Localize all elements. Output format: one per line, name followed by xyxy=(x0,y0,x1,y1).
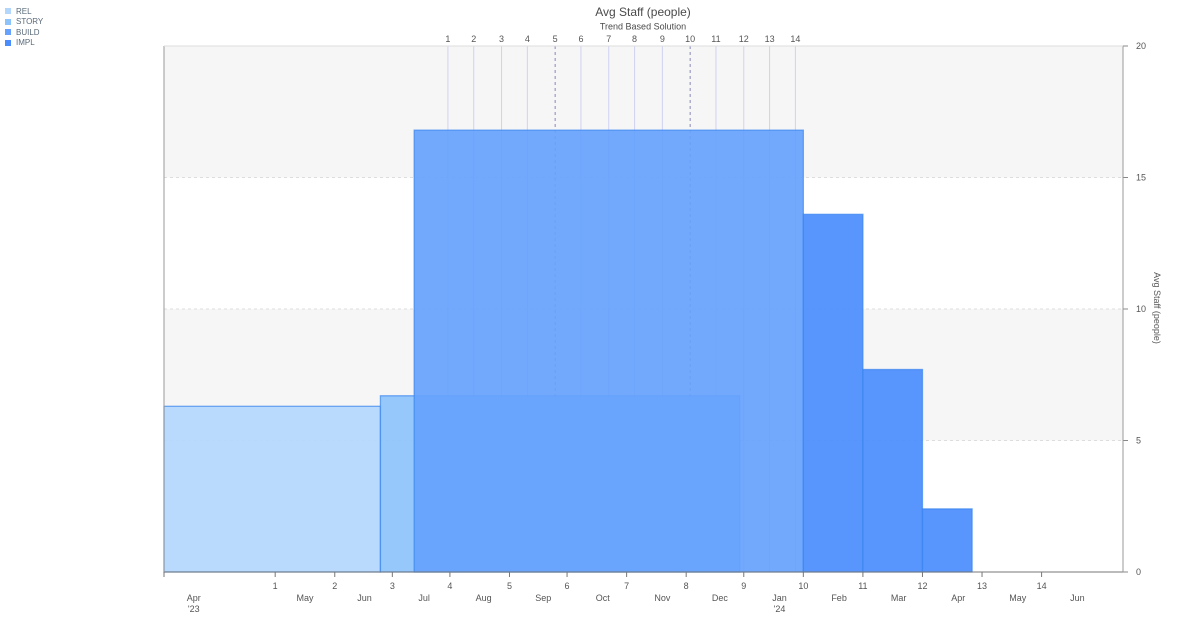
legend-label: IMPL xyxy=(16,38,35,48)
legend-item-impl[interactable]: IMPL xyxy=(5,38,43,49)
x-number-label: 7 xyxy=(624,581,629,591)
x-month-label: Jul xyxy=(418,593,430,603)
chart-subtitle: Trend Based Solution xyxy=(600,22,686,32)
chart-legend: REL STORY BUILD IMPL xyxy=(5,6,43,48)
x-number-label: 10 xyxy=(798,581,808,591)
x-number-label: 6 xyxy=(565,581,570,591)
x-month-label: Apr xyxy=(951,593,965,603)
x-number-label: 5 xyxy=(507,581,512,591)
x-number-label: 14 xyxy=(1037,581,1047,591)
milestone-label: 13 xyxy=(765,34,775,44)
x-number-label: 4 xyxy=(447,581,452,591)
milestone-label: 4 xyxy=(525,34,530,44)
x-month-label: Apr xyxy=(187,593,201,603)
x-month-label: Jun xyxy=(357,593,372,603)
bar-impl[interactable] xyxy=(802,213,864,573)
x-month-label: Aug xyxy=(476,593,492,603)
x-number-label: 13 xyxy=(977,581,987,591)
x-month-label: Jun xyxy=(1070,593,1085,603)
milestone-label: 1 xyxy=(445,34,450,44)
x-number-label: 3 xyxy=(390,581,395,591)
x-month-label: Mar xyxy=(891,593,907,603)
milestone-label: 10 xyxy=(685,34,695,44)
x-number-label: 12 xyxy=(917,581,927,591)
bar-impl[interactable] xyxy=(862,368,924,573)
x-year-label: '23 xyxy=(188,604,200,614)
y-tick-label: 5 xyxy=(1136,436,1141,446)
y-tick-label: 10 xyxy=(1136,304,1146,314)
bar-rel[interactable] xyxy=(163,405,382,573)
milestone-label: 2 xyxy=(471,34,476,44)
x-number-label: 2 xyxy=(332,581,337,591)
milestone-label: 11 xyxy=(711,34,720,44)
bar-build[interactable] xyxy=(413,129,804,573)
milestone-label: 5 xyxy=(553,34,558,44)
legend-item-build[interactable]: BUILD xyxy=(5,27,43,38)
x-month-label: Dec xyxy=(712,593,729,603)
y-tick-label: 15 xyxy=(1136,173,1146,183)
legend-item-rel[interactable]: REL xyxy=(5,6,43,17)
milestone-label: 7 xyxy=(606,34,611,44)
legend-swatch xyxy=(5,29,11,36)
x-month-label: Sep xyxy=(535,593,551,603)
y-axis-label: Avg Staff (people) xyxy=(1152,272,1162,344)
x-month-label: Jan xyxy=(772,593,787,603)
legend-item-story[interactable]: STORY xyxy=(5,17,43,28)
milestone-label: 12 xyxy=(739,34,749,44)
legend-label: BUILD xyxy=(16,27,40,37)
chart-title: Avg Staff (people) xyxy=(595,5,691,19)
milestone-label: 9 xyxy=(660,34,665,44)
milestone-label: 8 xyxy=(632,34,637,44)
milestone-label: 6 xyxy=(578,34,583,44)
x-number-label: 1 xyxy=(273,581,278,591)
legend-label: REL xyxy=(16,6,32,16)
x-number-label: 11 xyxy=(858,581,867,591)
x-number-label: 8 xyxy=(684,581,689,591)
x-month-label: May xyxy=(1009,593,1027,603)
y-tick-label: 20 xyxy=(1136,41,1146,51)
y-tick-label: 0 xyxy=(1136,567,1141,577)
bar-impl[interactable] xyxy=(921,508,973,573)
milestone-label: 3 xyxy=(499,34,504,44)
x-year-label: '24 xyxy=(774,604,786,614)
legend-swatch xyxy=(5,18,11,25)
x-month-label: Nov xyxy=(654,593,671,603)
x-month-label: Oct xyxy=(596,593,611,603)
milestone-label: 14 xyxy=(790,34,800,44)
legend-label: STORY xyxy=(16,17,44,27)
x-month-label: Feb xyxy=(831,593,847,603)
x-month-label: May xyxy=(296,593,314,603)
legend-swatch xyxy=(5,8,11,15)
x-number-label: 9 xyxy=(741,581,746,591)
legend-swatch xyxy=(5,39,11,46)
